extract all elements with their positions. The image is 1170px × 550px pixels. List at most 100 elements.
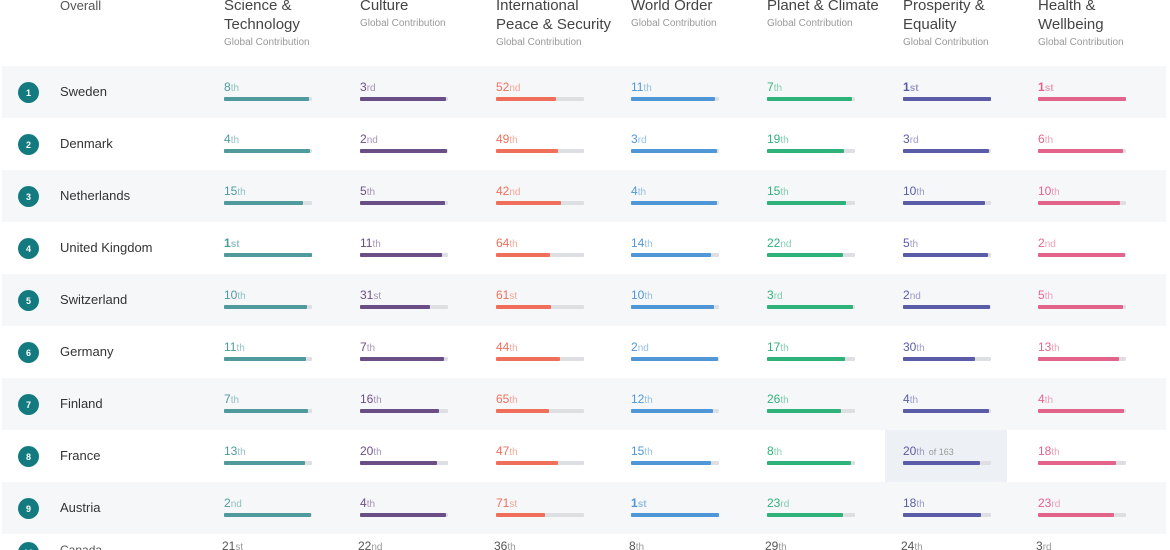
- rank-number: 11: [224, 340, 237, 354]
- cell-sci[interactable]: 13th: [224, 430, 324, 482]
- cell-hw[interactable]: 2nd: [1038, 222, 1138, 274]
- cell-pe[interactable]: 1st: [903, 66, 1003, 118]
- cell-hw[interactable]: 6th: [1038, 118, 1138, 170]
- country-name[interactable]: Netherlands: [60, 188, 131, 203]
- cell-hw[interactable]: 23rd: [1038, 482, 1138, 534]
- cell-cul[interactable]: 4th: [360, 482, 460, 534]
- cell-pc[interactable]: 19th: [767, 118, 867, 170]
- cell-wo[interactable]: 2nd: [631, 326, 731, 378]
- cell-sci[interactable]: 10th: [224, 274, 324, 326]
- cell-wo[interactable]: 12th: [631, 378, 731, 430]
- country-name[interactable]: Austria: [60, 500, 101, 515]
- cell-ips[interactable]: 61st: [496, 274, 596, 326]
- table-row[interactable]: 1 Sweden 8th 3rd 52nd 11th 7th 1st 1st: [2, 66, 1166, 118]
- country-name[interactable]: United Kingdom: [60, 240, 153, 255]
- cell-cul[interactable]: 5th: [360, 170, 460, 222]
- cell-pe[interactable]: 2nd: [903, 274, 1003, 326]
- cell-pe[interactable]: 20th of 163: [903, 430, 1003, 482]
- table-row[interactable]: 8 France 13th 20th 47th 15th 8th 20th of 163 18th: [2, 430, 1166, 482]
- partial-cell-ips[interactable]: 36th: [494, 539, 516, 550]
- cell-pe[interactable]: 18th: [903, 482, 1003, 534]
- table-row[interactable]: 6 Germany 11th 7th 44th 2nd 17th 30th 13th: [2, 326, 1166, 378]
- cell-wo[interactable]: 14th: [631, 222, 731, 274]
- cell-pe[interactable]: 4th: [903, 378, 1003, 430]
- cell-cul[interactable]: 16th: [360, 378, 460, 430]
- cell-ips[interactable]: 71st: [496, 482, 596, 534]
- cell-sci[interactable]: 15th: [224, 170, 324, 222]
- column-header-ips[interactable]: International Peace & Security Global Cont…: [496, 0, 611, 48]
- cell-pc[interactable]: 22nd: [767, 222, 867, 274]
- column-header-sci[interactable]: Science & Technology Global Contribution: [224, 0, 310, 48]
- cell-sci[interactable]: 1st: [224, 222, 324, 274]
- country-name[interactable]: Germany: [60, 344, 114, 359]
- cell-ips[interactable]: 64th: [496, 222, 596, 274]
- partial-cell-pe[interactable]: 24th: [901, 539, 923, 550]
- rank-suffix: th: [509, 135, 518, 146]
- country-name[interactable]: France: [60, 448, 101, 463]
- table-row[interactable]: 9 Austria 2nd 4th 71st 1st 23rd 18th 23rd: [2, 482, 1166, 534]
- partial-cell-pc[interactable]: 29th: [765, 539, 787, 550]
- table-row[interactable]: 4 United Kingdom 1st 11th 64th 14th 22nd 5th 2nd: [2, 222, 1166, 274]
- cell-pc[interactable]: 23rd: [767, 482, 867, 534]
- overall-column-header[interactable]: Overall: [60, 0, 102, 13]
- partial-cell-sci[interactable]: 21st: [222, 539, 243, 550]
- cell-pc[interactable]: 8th: [767, 430, 867, 482]
- partial-cell-hw[interactable]: 3rd: [1036, 539, 1052, 550]
- cell-ips[interactable]: 52nd: [496, 66, 596, 118]
- cell-cul[interactable]: 20th: [360, 430, 460, 482]
- cell-pc[interactable]: 26th: [767, 378, 867, 430]
- cell-pe[interactable]: 3rd: [903, 118, 1003, 170]
- cell-hw[interactable]: 13th: [1038, 326, 1138, 378]
- column-header-hw[interactable]: Health & Wellbeing Global Contribution: [1038, 0, 1124, 48]
- cell-sci[interactable]: 4th: [224, 118, 324, 170]
- cell-hw[interactable]: 4th: [1038, 378, 1138, 430]
- cell-wo[interactable]: 4th: [631, 170, 731, 222]
- cell-cul[interactable]: 3rd: [360, 66, 460, 118]
- column-header-pc[interactable]: Planet & Climate Global Contribution: [767, 0, 879, 29]
- cell-wo[interactable]: 10th: [631, 274, 731, 326]
- cell-wo[interactable]: 11th: [631, 66, 731, 118]
- cell-pc[interactable]: 3rd: [767, 274, 867, 326]
- cell-sci[interactable]: 7th: [224, 378, 324, 430]
- cell-sci[interactable]: 8th: [224, 66, 324, 118]
- cell-cul[interactable]: 11th: [360, 222, 460, 274]
- cell-pc[interactable]: 15th: [767, 170, 867, 222]
- cell-ips[interactable]: 42nd: [496, 170, 596, 222]
- table-row[interactable]: 3 Netherlands 15th 5th 42nd 4th 15th 10th 10th: [2, 170, 1166, 222]
- cell-hw[interactable]: 5th: [1038, 274, 1138, 326]
- cell-ips[interactable]: 44th: [496, 326, 596, 378]
- country-name[interactable]: Finland: [60, 396, 103, 411]
- table-row[interactable]: 5 Switzerland 10th 31st 61st 10th 3rd 2nd 5th: [2, 274, 1166, 326]
- cell-pc[interactable]: 17th: [767, 326, 867, 378]
- cell-sci[interactable]: 11th: [224, 326, 324, 378]
- table-row[interactable]: 7 Finland 7th 16th 65th 12th 26th 4th 4th: [2, 378, 1166, 430]
- country-name[interactable]: Switzerland: [60, 292, 128, 307]
- column-header-pe[interactable]: Prosperity & Equality Global Contribution: [903, 0, 989, 48]
- cell-pc[interactable]: 7th: [767, 66, 867, 118]
- country-name[interactable]: Sweden: [60, 84, 107, 99]
- cell-ips[interactable]: 49th: [496, 118, 596, 170]
- partial-cell-wo[interactable]: 8th: [629, 539, 644, 550]
- cell-hw[interactable]: 10th: [1038, 170, 1138, 222]
- partial-cell-cul[interactable]: 22nd: [358, 539, 382, 550]
- cell-sci[interactable]: 2nd: [224, 482, 324, 534]
- cell-cul[interactable]: 7th: [360, 326, 460, 378]
- country-name[interactable]: Canada: [60, 543, 103, 550]
- column-header-wo[interactable]: World Order Global Contribution: [631, 0, 717, 29]
- cell-wo[interactable]: 3rd: [631, 118, 731, 170]
- cell-ips[interactable]: 47th: [496, 430, 596, 482]
- country-name[interactable]: Denmark: [60, 136, 113, 151]
- cell-cul[interactable]: 2nd: [360, 118, 460, 170]
- cell-hw[interactable]: 18th: [1038, 430, 1138, 482]
- column-header-cul[interactable]: Culture Global Contribution: [360, 0, 446, 29]
- cell-ips[interactable]: 65th: [496, 378, 596, 430]
- cell-pe[interactable]: 10th: [903, 170, 1003, 222]
- cell-wo[interactable]: 15th: [631, 430, 731, 482]
- cell-pe[interactable]: 5th: [903, 222, 1003, 274]
- cell-hw[interactable]: 1st: [1038, 66, 1138, 118]
- cell-cul[interactable]: 31st: [360, 274, 460, 326]
- table-row[interactable]: 2 Denmark 4th 2nd 49th 3rd 19th 3rd 6th: [2, 118, 1166, 170]
- rank-suffix: st: [1044, 83, 1054, 94]
- cell-wo[interactable]: 1st: [631, 482, 731, 534]
- cell-pe[interactable]: 30th: [903, 326, 1003, 378]
